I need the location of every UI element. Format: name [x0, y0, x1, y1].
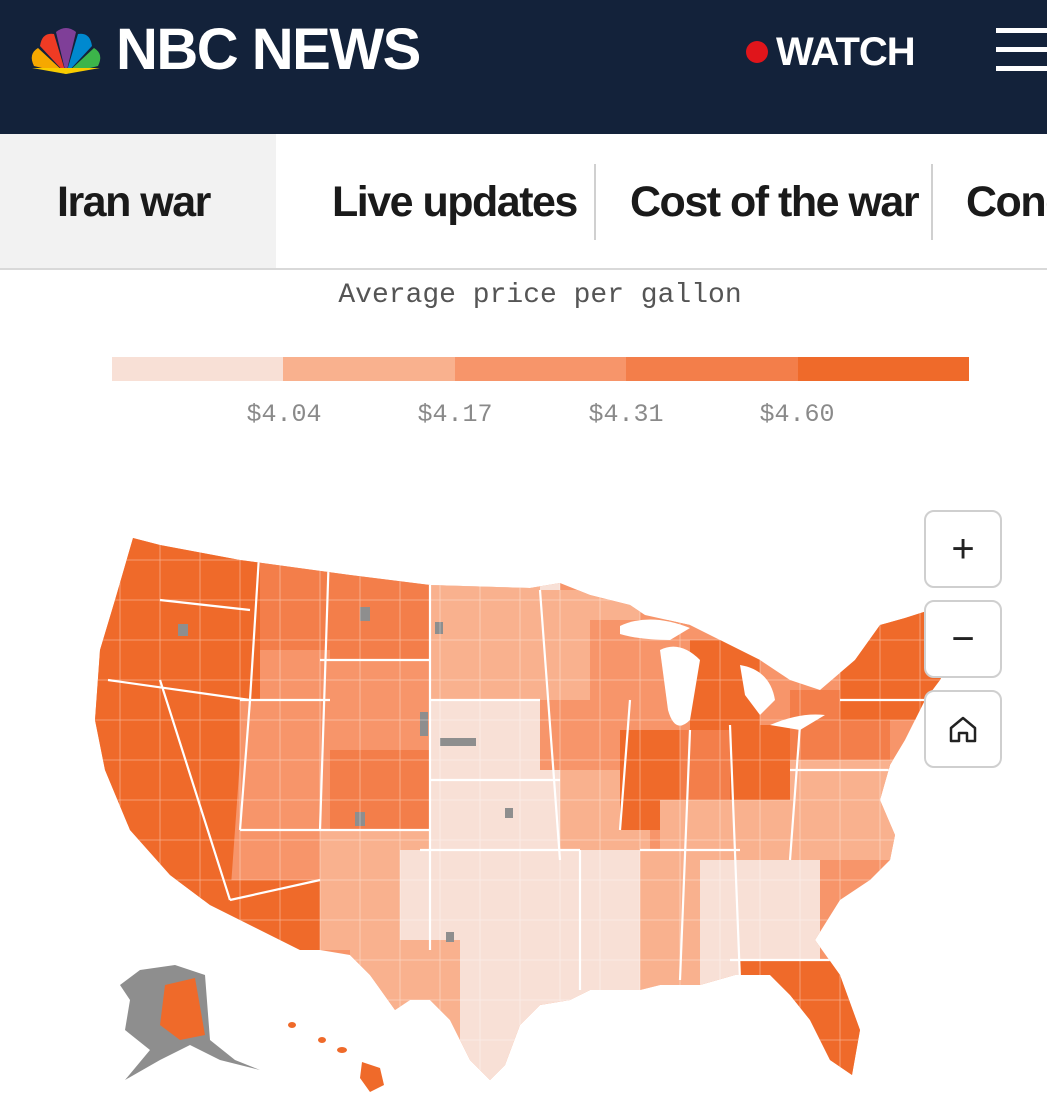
lake-superior — [620, 619, 690, 640]
menu-line — [996, 28, 1047, 33]
legend-tick-1: $4.04 — [246, 400, 322, 429]
topic-nav: Iran war Live updates Cost of the war Co… — [0, 134, 1047, 270]
legend-tick-2: $4.17 — [417, 400, 493, 429]
brand-wordmark: NBC NEWS — [116, 17, 421, 82]
legend-title: Average price per gallon — [338, 280, 742, 311]
site-header: NBC NEWS WATCH — [0, 0, 1047, 134]
alaska — [120, 965, 260, 1080]
lower-48-states — [95, 538, 968, 1080]
zoom-in-label: + — [951, 526, 975, 571]
legend-swatch-3 — [454, 357, 627, 381]
watch-live-button[interactable]: WATCH — [746, 28, 916, 76]
menu-line — [996, 66, 1047, 71]
menu-line — [996, 47, 1047, 52]
us-county-gas-price-map[interactable] — [0, 500, 1047, 1103]
tab-live-updates[interactable]: Live updates — [332, 178, 578, 226]
legend-swatch-5 — [797, 357, 970, 381]
nav-divider — [594, 164, 596, 240]
lake-erie — [770, 714, 825, 730]
nav-active-background — [0, 134, 276, 268]
home-icon — [949, 716, 977, 743]
nbc-peacock-logo — [31, 28, 101, 74]
watch-label: WATCH — [776, 29, 916, 74]
hawaii — [288, 1022, 384, 1092]
lake-michigan — [660, 646, 700, 726]
zoom-out-label: − — [951, 616, 975, 661]
lake-huron — [740, 665, 775, 715]
legend-swatch-4 — [626, 357, 798, 381]
zoom-in-button[interactable]: + — [924, 510, 1002, 588]
legend-swatch-2 — [283, 357, 455, 381]
live-dot-icon — [746, 41, 768, 63]
legend-tick-4: $4.60 — [759, 400, 835, 429]
nbc-news-logo[interactable]: NBC NEWS — [26, 17, 421, 82]
tab-cost-of-the-war[interactable]: Cost of the war — [630, 178, 920, 226]
hamburger-menu-icon[interactable] — [996, 28, 1047, 74]
tab-congress[interactable]: Cong — [966, 178, 1047, 226]
nav-divider — [931, 164, 933, 240]
zoom-out-button[interactable]: − — [924, 600, 1002, 678]
tab-iran-war[interactable]: Iran war — [57, 178, 211, 226]
legend-color-scale — [112, 357, 970, 381]
reset-view-button[interactable] — [924, 690, 1002, 768]
legend-tick-3: $4.31 — [588, 400, 664, 429]
legend-swatch-1 — [112, 357, 284, 381]
